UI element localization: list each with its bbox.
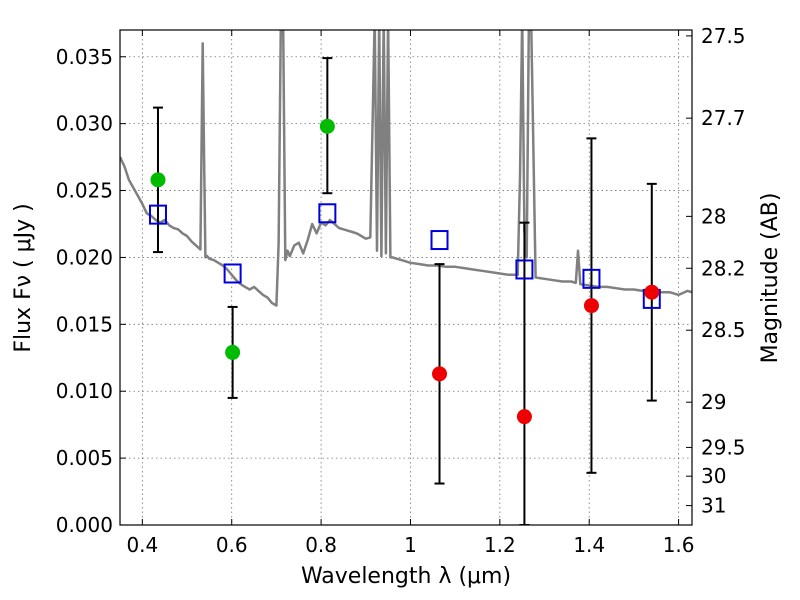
right-tick-label: 28.2 — [701, 256, 746, 280]
non-detection-point — [583, 298, 599, 314]
x-tick-label: 1 — [404, 533, 417, 557]
x-tick-label: 0.6 — [216, 533, 248, 557]
x-tick-label: 0.4 — [126, 533, 158, 557]
right-tick-label: 28 — [701, 204, 726, 228]
x-tick-label: 1.4 — [573, 533, 605, 557]
y-tick-label: 0.015 — [56, 312, 113, 336]
plot-area — [120, 30, 692, 525]
x-tick-label: 1.2 — [484, 533, 516, 557]
axes: 0.4 0.6 0.8 1 1.2 1.4 1.6 0.000 0.005 0.010 0.015 0… — [56, 24, 746, 557]
right-tick-label: 29 — [701, 390, 726, 414]
y-tick-label: 0.010 — [56, 379, 113, 403]
right-tick-label: 27.7 — [701, 106, 746, 130]
model-point — [430, 230, 449, 251]
right-tick-label: 30 — [701, 464, 726, 488]
model-point — [318, 203, 337, 224]
detection-point — [150, 172, 166, 188]
grid — [120, 30, 692, 526]
spectrum-line — [120, 30, 692, 307]
x-tick-label: 1.6 — [663, 533, 695, 557]
y-axis-label: Flux Fν ( μJy ) — [11, 203, 36, 352]
y-tick-label: 0.025 — [56, 179, 113, 203]
x-tick-label: 0.8 — [305, 533, 337, 557]
non-detection-point — [432, 366, 448, 382]
y-tick-label: 0.035 — [56, 45, 113, 69]
right-tick-label: 28.5 — [701, 318, 746, 342]
model-point — [148, 204, 167, 225]
plot-frame — [119, 29, 693, 526]
right-axis-label: Magnitude (AB) — [758, 193, 783, 364]
y-tick-label: 0.000 — [56, 513, 113, 537]
model-point — [582, 268, 601, 289]
non-detection-point — [516, 409, 532, 425]
y-tick-label: 0.020 — [56, 245, 113, 269]
non-detection-point — [644, 284, 660, 300]
x-axis-label: Wavelength λ (μm) — [301, 564, 511, 589]
detection-point — [319, 118, 335, 134]
detection-point — [225, 344, 241, 360]
right-tick-label: 27.5 — [701, 24, 746, 48]
model-point — [223, 263, 242, 284]
model-point — [515, 259, 534, 280]
y-tick-label: 0.005 — [56, 446, 113, 470]
y-tick-label: 0.030 — [56, 112, 113, 136]
right-tick-label: 31 — [701, 494, 726, 518]
right-tick-label: 29.5 — [701, 435, 746, 459]
